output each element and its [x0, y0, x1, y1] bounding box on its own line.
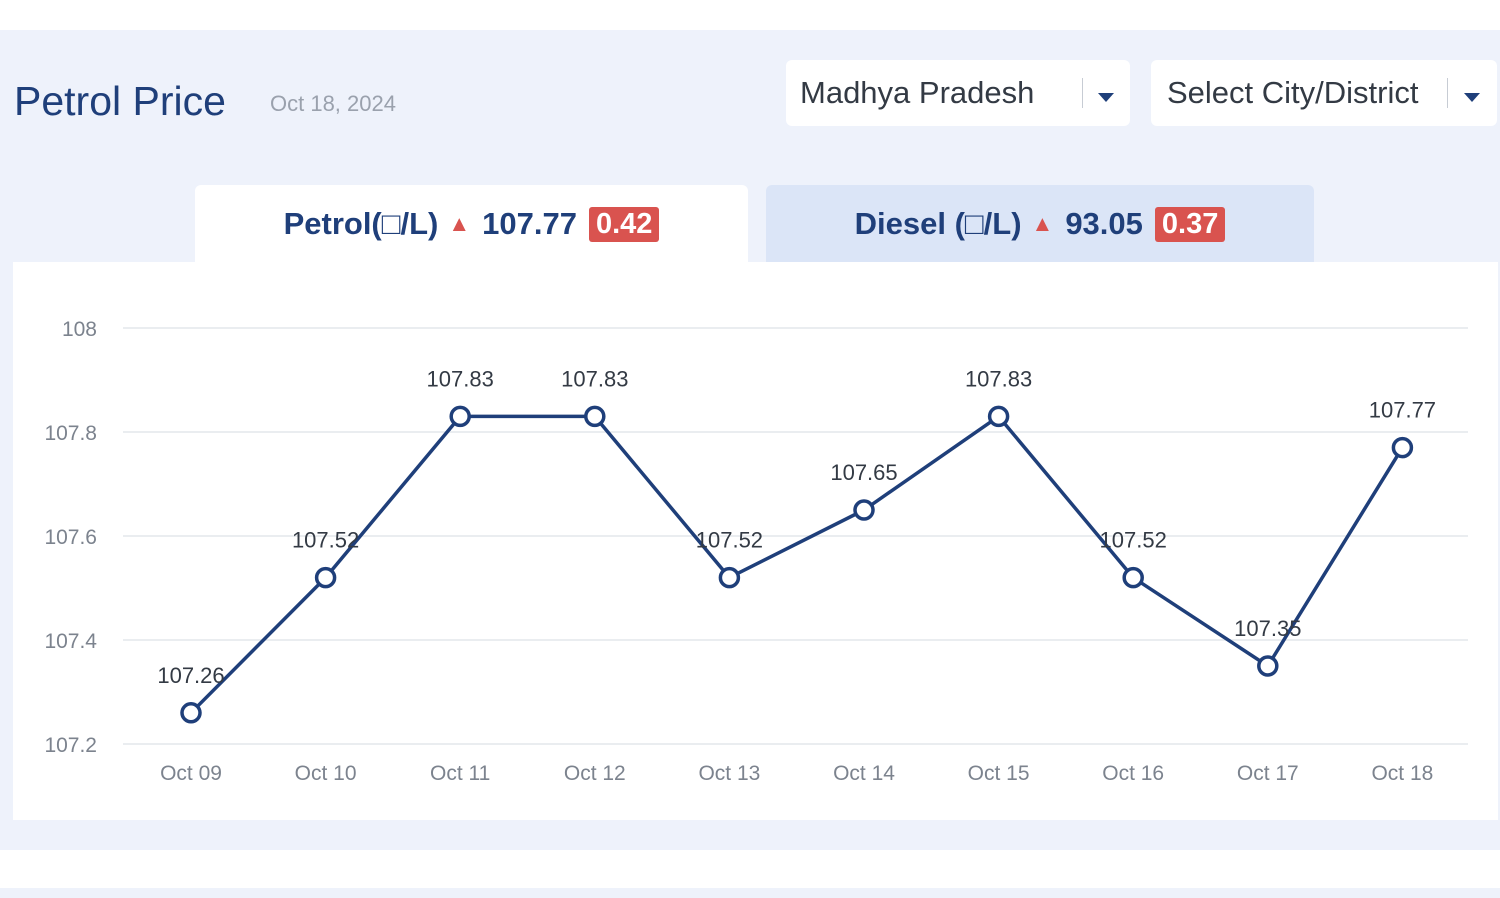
data-point: [853, 499, 875, 521]
data-label: 107.83: [427, 366, 494, 391]
data-point: [987, 405, 1010, 428]
select-divider: [1447, 78, 1448, 108]
x-tick-label: Oct 16: [1102, 762, 1164, 785]
x-tick-label: Oct 09: [160, 762, 222, 785]
chevron-down-icon: [1098, 93, 1114, 102]
y-tick-label: 107.4: [44, 630, 97, 653]
select-divider: [1082, 78, 1083, 108]
data-label: 107.52: [292, 528, 359, 553]
price-line-chart: 107.2 107.4 107.6 107.8 108 Oct 09 Oct 10 Oct 1…: [44, 318, 1468, 785]
series-line: [189, 414, 1404, 715]
tab-petrol-label: Petrol(□/L): [283, 206, 439, 241]
x-tick-label: Oct 17: [1237, 762, 1299, 785]
tab-petrol-change-badge: 0.42: [588, 206, 660, 242]
city-select-value: Select City/District: [1167, 75, 1419, 110]
data-label: 107.65: [830, 460, 897, 485]
tab-petrol-price: 107.77: [482, 206, 577, 241]
x-tick-label: Oct 13: [698, 762, 760, 785]
state-select-value: Madhya Pradesh: [800, 75, 1035, 110]
x-tick-label: Oct 18: [1371, 762, 1433, 785]
x-tick-label: Oct 10: [295, 762, 357, 785]
data-point: [449, 405, 471, 428]
chevron-down-icon: [1464, 93, 1480, 102]
tab-diesel-change-badge: 0.37: [1154, 206, 1226, 242]
y-tick-label: 107.8: [44, 422, 97, 445]
tab-petrol[interactable]: Petrol(□/L) ▲ 107.77 0.42: [195, 185, 748, 263]
tab-diesel[interactable]: Diesel (□/L) ▲ 93.05 0.37: [766, 185, 1314, 263]
page-date: Oct 18, 2024: [270, 91, 396, 116]
chart-card: 107.2 107.4 107.6 107.8 108 Oct 09 Oct 10 Oct 1…: [13, 262, 1498, 820]
data-label: 107.83: [965, 366, 1032, 391]
tab-diesel-price: 93.05: [1065, 206, 1143, 241]
x-tick-label: Oct 12: [564, 762, 626, 785]
data-point: [1257, 655, 1279, 677]
bottom-strip: [0, 888, 1500, 898]
x-tick-label: Oct 11: [430, 762, 490, 785]
triangle-up-icon: ▲: [448, 211, 471, 236]
tab-diesel-label: Diesel (□/L): [854, 206, 1022, 241]
data-label: 107.26: [157, 663, 224, 688]
data-point: [1391, 436, 1414, 459]
x-tick-label: Oct 15: [968, 762, 1030, 785]
data-label: 107.83: [561, 366, 628, 391]
y-tick-label: 107.6: [44, 526, 97, 549]
data-point: [718, 566, 741, 589]
data-point: [584, 405, 606, 428]
city-select[interactable]: Select City/District: [1151, 60, 1497, 126]
y-tick-label: 107.2: [44, 734, 97, 757]
data-point: [314, 566, 337, 589]
data-point: [180, 702, 202, 724]
state-select[interactable]: Madhya Pradesh: [786, 60, 1130, 126]
data-label: 107.35: [1234, 616, 1301, 641]
x-tick-label: Oct 14: [833, 762, 895, 785]
triangle-up-icon: ▲: [1031, 211, 1054, 236]
data-label: 107.52: [1100, 528, 1167, 553]
data-label: 107.77: [1369, 398, 1436, 423]
page-title: Petrol Price: [14, 78, 226, 124]
data-point: [1122, 566, 1144, 589]
y-tick-label: 108: [62, 318, 97, 341]
data-label: 107.52: [696, 528, 763, 553]
